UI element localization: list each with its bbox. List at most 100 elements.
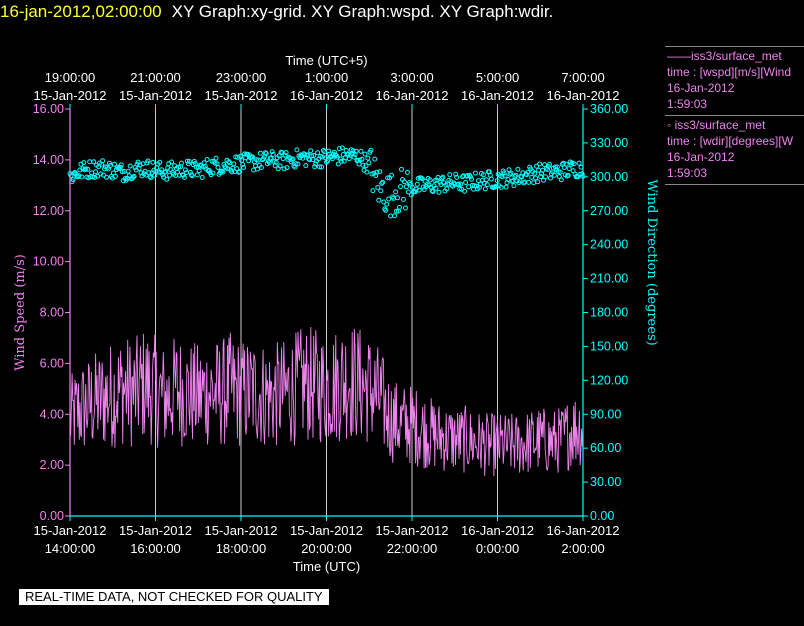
scatter-point-wdir <box>430 189 436 195</box>
scatter-point-wdir <box>104 174 109 180</box>
left-axis-tick-label: 8.00 <box>40 306 64 320</box>
legend-entry-variable: time : [wspd][m/s][Wind <box>667 65 792 79</box>
legend-entry-variable: time : [wdir][degrees][W <box>667 134 794 148</box>
bottom-tick-time-label: 22:00:00 <box>387 541 438 556</box>
top-tick-time-label: 19:00:00 <box>45 70 96 85</box>
scatter-point-wdir <box>557 169 563 175</box>
scatter-point-wdir <box>181 172 186 178</box>
data-quality-notice: REAL-TIME DATA, NOT CHECKED FOR QUALITY <box>19 589 329 605</box>
scatter-point-wdir <box>456 181 462 187</box>
scatter-point-wdir <box>131 173 137 179</box>
scatter-point-wdir <box>542 162 547 168</box>
scatter-point-wdir <box>414 181 420 187</box>
scatter-point-wdir <box>351 154 357 160</box>
scatter-point-wdir <box>502 173 508 179</box>
scatter-point-wdir <box>320 154 326 160</box>
axis-labels-layer: 0.00 2.00 4.00 6.00 8.00 10.00 12.00 14.00 16.00… <box>13 53 659 574</box>
scatter-point-wdir <box>552 164 558 170</box>
scatter-point-wdir <box>206 167 212 173</box>
scatter-point-wdir <box>469 176 474 182</box>
scatter-point-wdir <box>93 169 99 175</box>
scatter-point-wdir <box>145 158 151 164</box>
top-tick-date-label: 15-Jan-2012 <box>205 88 278 103</box>
right-axis-tick-label: 210.00 <box>590 272 628 286</box>
scatter-point-wdir <box>337 156 343 162</box>
scatter-point-wdir <box>311 153 317 158</box>
scatter-point-wdir <box>353 148 359 154</box>
scatter-point-wdir <box>385 175 391 181</box>
right-axis-tick-label: 240.00 <box>590 238 628 252</box>
scatter-point-wdir <box>386 196 392 202</box>
top-tick-date-label: 16-Jan-2012 <box>290 88 363 103</box>
scatter-point-wdir <box>98 171 104 177</box>
left-axis-tick-label: 2.00 <box>40 458 64 472</box>
scatter-point-wdir <box>554 164 560 170</box>
scatter-point-wdir <box>257 150 263 156</box>
right-axis-tick-label: 270.00 <box>590 204 628 218</box>
scatter-point-wdir <box>466 184 472 190</box>
scatter-point-wdir <box>545 167 550 172</box>
bottom-tick-date-label: 15-Jan-2012 <box>119 523 192 538</box>
scatter-point-wdir <box>150 159 156 165</box>
scatter-point-wdir <box>473 170 478 176</box>
scatter-point-wdir <box>366 160 372 166</box>
top-tick-time-label: 5:00:00 <box>476 70 519 85</box>
top-tick-date-label: 16-Jan-2012 <box>376 88 449 103</box>
scatter-point-wdir <box>393 189 399 195</box>
scatter-point-wdir <box>194 172 200 178</box>
scatter-point-wdir <box>100 158 106 164</box>
scatter-point-wdir <box>125 168 131 174</box>
scatter-point-wdir <box>525 169 531 175</box>
scatter-point-wdir <box>400 196 406 202</box>
scatter-point-wdir <box>565 172 571 178</box>
scatter-point-wdir <box>339 145 345 151</box>
scatter-point-wdir <box>364 169 370 175</box>
scatter-point-wdir <box>233 154 239 160</box>
scatter-point-wdir <box>289 157 295 163</box>
scatter-point-wdir <box>563 161 569 167</box>
scatter-point-wdir <box>284 165 290 171</box>
scatter-point-wdir <box>79 174 85 180</box>
scatter-point-wdir <box>213 155 219 161</box>
scatter-point-wdir <box>237 169 243 175</box>
scatter-point-wdir <box>360 162 366 168</box>
right-axis-title: Wind Direction (degrees) <box>644 179 659 345</box>
scatter-point-wdir <box>338 158 344 164</box>
scatter-point-wdir <box>532 170 538 176</box>
left-axis-title: Wind Speed (m/s) <box>13 254 28 371</box>
scatter-point-wdir <box>238 153 244 159</box>
scatter-point-wdir <box>313 161 319 167</box>
scatter-point-wdir <box>118 162 124 168</box>
right-axis-tick-label: 330.00 <box>590 136 628 150</box>
legend: ——iss3/surface_met time : [wspd][m/s][Wi… <box>665 46 804 185</box>
axes-layer <box>65 104 588 521</box>
legend-entry-name: ◦ iss3/surface_met <box>667 118 766 132</box>
legend-entry-time: 1:59:03 <box>667 166 708 180</box>
scatter-point-wdir <box>551 172 557 178</box>
scatter-point-wdir <box>457 186 463 192</box>
scatter-point-wdir <box>388 213 394 219</box>
scatter-point-wdir <box>380 179 386 185</box>
scatter-point-wdir <box>376 197 382 203</box>
scatter-point-wdir <box>368 147 374 153</box>
scatter-point-wdir <box>537 161 543 167</box>
scatter-point-wdir <box>148 175 154 181</box>
scatter-point-wdir <box>184 158 190 164</box>
scatter-point-wdir <box>273 159 279 165</box>
scatter-point-wdir <box>95 173 101 179</box>
scatter-point-wdir <box>531 180 537 186</box>
top-tick-time-label: 7:00:00 <box>561 70 604 85</box>
scatter-point-wdir <box>429 188 435 194</box>
scatter-point-wdir <box>397 204 402 210</box>
scatter-point-wdir <box>319 164 325 170</box>
scatter-point-wdir <box>560 160 566 166</box>
scatter-point-wdir <box>295 161 301 167</box>
scatter-point-wdir <box>77 167 83 173</box>
scatter-point-wdir <box>363 163 369 169</box>
scatter-point-wdir <box>493 183 499 189</box>
legend-entry-wdir: ◦ iss3/surface_met time : [wdir][degrees… <box>665 116 804 185</box>
left-axis-tick-label: 14.00 <box>33 153 64 167</box>
scatter-point-wdir <box>186 159 192 164</box>
scatter-point-wdir <box>189 173 195 179</box>
